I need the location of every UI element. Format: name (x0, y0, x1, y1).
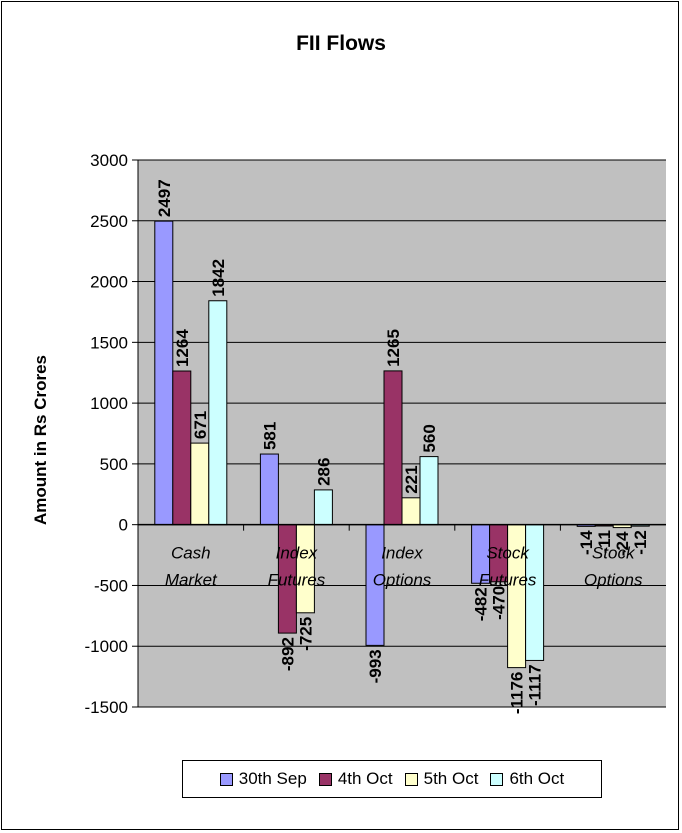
data-label: 2497 (155, 179, 174, 217)
legend-item: 5th Oct (404, 769, 479, 789)
y-tick-label: 2000 (90, 273, 128, 292)
bar (383, 370, 403, 526)
bar (295, 524, 315, 614)
data-label: 560 (420, 424, 439, 452)
bar (172, 370, 192, 526)
data-label: 1264 (173, 329, 192, 367)
data-label: -725 (296, 617, 315, 651)
data-label: -1176 (508, 672, 527, 715)
bar (154, 220, 174, 526)
bar (259, 453, 279, 526)
legend-label: 5th Oct (423, 769, 479, 788)
chart-title: FII Flows (296, 32, 386, 55)
data-label: 221 (402, 465, 421, 493)
y-tick-label: -1000 (85, 637, 128, 656)
bar (401, 497, 421, 526)
data-label: 286 (314, 458, 333, 486)
x-category-label: Index (276, 544, 318, 563)
y-tick-label: 2500 (90, 212, 128, 231)
y-tick-label: 1000 (90, 394, 128, 413)
data-label: -11 (595, 530, 614, 554)
bar (313, 489, 333, 526)
data-label: -12 (631, 530, 650, 555)
data-label: 1265 (384, 329, 403, 367)
y-tick-label: 0 (119, 516, 128, 535)
bar (208, 300, 228, 526)
data-label: 671 (191, 411, 210, 439)
data-label: -470 (490, 586, 509, 620)
x-category-label: Options (373, 571, 432, 590)
y-tick-label: 1500 (90, 333, 128, 352)
y-tick-label: -1500 (85, 698, 128, 717)
x-category-label: Futures (268, 571, 326, 590)
legend-label: 30th Sep (238, 769, 307, 788)
y-tick-label: 3000 (90, 151, 128, 170)
bar (190, 442, 210, 526)
x-category-label: Cash (171, 544, 211, 563)
data-label: -482 (472, 587, 491, 621)
data-label: 581 (260, 422, 279, 450)
legend-item: 4th Oct (318, 769, 393, 789)
legend-label: 6th Oct (509, 769, 565, 788)
data-label: -1117 (526, 664, 545, 706)
legend-swatch (490, 772, 504, 786)
x-category-label: Options (584, 571, 643, 590)
x-category-label: Stock (592, 544, 636, 563)
chart-legend: 30th Sep 4th Oct 5th Oct 6th Oct (182, 760, 602, 798)
x-category-label: Market (165, 571, 218, 590)
legend-item: 6th Oct (490, 769, 564, 789)
y-tick-label: 500 (100, 455, 128, 474)
legend-label: 4th Oct (337, 769, 393, 788)
legend-swatch (318, 772, 332, 786)
data-label: -14 (577, 530, 596, 555)
data-label: -892 (278, 637, 297, 671)
x-category-label: Futures (479, 571, 537, 590)
data-label: 1842 (209, 259, 228, 297)
bar (419, 456, 439, 526)
legend-swatch (219, 772, 233, 786)
legend-swatch (404, 772, 418, 786)
data-label: -24 (613, 531, 632, 556)
data-label: -993 (366, 649, 385, 683)
x-category-label: Index (381, 544, 423, 563)
y-tick-label: -500 (94, 576, 128, 595)
legend-item: 30th Sep (219, 769, 307, 789)
x-category-label: Stock (486, 544, 530, 563)
